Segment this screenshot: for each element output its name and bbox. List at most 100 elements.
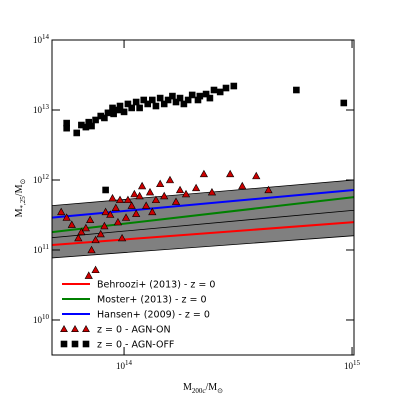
agn-off-point xyxy=(101,114,108,122)
plot-frame xyxy=(51,39,355,356)
agn-on-point xyxy=(111,203,120,212)
agn-on-point xyxy=(238,181,247,190)
agn-on-point xyxy=(264,185,273,194)
agn-on-point xyxy=(207,187,217,196)
agn-on-point xyxy=(101,207,110,216)
agn-on-point xyxy=(165,175,175,184)
legend-label: z = 0 - AGN-ON xyxy=(97,325,171,336)
agn-on-point xyxy=(160,191,169,200)
relation-line xyxy=(51,188,355,219)
agn-off-point xyxy=(196,92,204,100)
agn-on-point xyxy=(91,265,100,274)
tick-exponent: 15 xyxy=(353,359,361,367)
agn-on-point xyxy=(117,233,127,242)
agn-off-point xyxy=(102,186,109,194)
agn-off-point xyxy=(176,94,184,102)
tick-label: 1015 xyxy=(344,359,361,371)
agn-on-point xyxy=(108,193,117,202)
agn-on-point xyxy=(130,189,139,198)
agn-on-point xyxy=(57,207,66,216)
agn-on-point xyxy=(191,183,201,192)
agn-off-point xyxy=(136,104,143,112)
agn-on-point xyxy=(132,209,141,217)
legend-label: Moster+ (2013) - z = 0 xyxy=(97,295,207,306)
agn-off-point xyxy=(340,99,348,107)
agn-off-point xyxy=(116,102,124,110)
agn-off-point xyxy=(160,100,168,108)
tick-label: 1011 xyxy=(33,243,49,255)
agn-on-point xyxy=(135,191,144,200)
agn-off-point xyxy=(180,100,188,108)
agn-on-point xyxy=(137,181,147,190)
tick-base: 10 xyxy=(33,175,43,185)
tick-base: 10 xyxy=(33,315,43,325)
agn-on-point xyxy=(106,210,115,218)
legend-swatch xyxy=(82,340,90,348)
agn-off-point xyxy=(73,129,81,137)
agn-off-point xyxy=(120,108,128,116)
agn-on-point xyxy=(67,220,76,228)
legend-swatch xyxy=(71,324,79,333)
agn-off-point xyxy=(63,124,70,132)
tick-exponent: 12 xyxy=(42,173,50,181)
tick-exponent: 14 xyxy=(125,359,133,367)
agn-off-point xyxy=(188,91,196,99)
agn-off-point xyxy=(148,96,156,104)
tick-exponent: 13 xyxy=(42,103,50,111)
agn-on-point xyxy=(199,169,209,178)
agn-off-point xyxy=(202,90,210,98)
legend-swatch xyxy=(71,340,79,348)
agn-on-point xyxy=(62,213,71,221)
legend-swatch xyxy=(60,340,68,348)
agn-on-point xyxy=(84,271,93,279)
tick-label: 1010 xyxy=(33,313,50,325)
tick-base: 10 xyxy=(33,105,43,115)
agn-off-point xyxy=(206,94,214,102)
agn-on-point xyxy=(96,229,105,238)
agn-off-point xyxy=(164,96,172,104)
agn-on-point xyxy=(226,169,235,178)
agn-on-point xyxy=(171,197,181,205)
legend-swatch xyxy=(82,324,90,333)
agn-off-point xyxy=(124,100,132,108)
agn-off-point xyxy=(92,116,99,124)
agn-on-point xyxy=(74,233,83,242)
agn-off-point xyxy=(184,96,192,104)
agn-off-point xyxy=(222,84,230,92)
tick-label: 1014 xyxy=(116,359,133,371)
agn-on-point xyxy=(77,227,86,236)
y-axis-label: M*,25/M⊙ xyxy=(14,179,27,218)
agn-on-point xyxy=(156,179,165,188)
legend-swatch xyxy=(60,324,68,333)
agn-on-point xyxy=(142,201,151,209)
agn-off-point xyxy=(152,102,160,110)
agn-off-point xyxy=(140,96,148,104)
agn-on-point xyxy=(100,221,109,230)
agn-off-point xyxy=(110,110,117,118)
tick-base: 10 xyxy=(33,35,43,45)
agn-off-point xyxy=(128,104,135,112)
agn-on-point xyxy=(252,171,261,180)
tick-exponent: 14 xyxy=(42,33,50,41)
agn-on-point xyxy=(123,195,133,204)
agn-off-point xyxy=(230,82,238,90)
tick-base: 10 xyxy=(344,361,354,371)
tick-label: 1012 xyxy=(33,173,50,185)
tick-base: 10 xyxy=(116,361,126,371)
agn-on-point xyxy=(91,235,100,244)
agn-off-point xyxy=(144,100,152,108)
tick-base: 10 xyxy=(33,245,43,255)
tick-exponent: 11 xyxy=(42,243,49,251)
agn-off-point xyxy=(216,88,224,96)
tick-exponent: 10 xyxy=(42,313,50,321)
relation-line xyxy=(51,221,355,246)
agn-on-point xyxy=(121,213,131,221)
agn-off-point xyxy=(172,98,180,106)
tick-label: 1013 xyxy=(33,103,50,115)
agn-on-point xyxy=(86,215,95,223)
agn-on-point xyxy=(181,189,191,198)
agn-on-point xyxy=(113,217,123,226)
agn-off-point xyxy=(293,86,300,94)
agn-on-point xyxy=(148,207,157,216)
